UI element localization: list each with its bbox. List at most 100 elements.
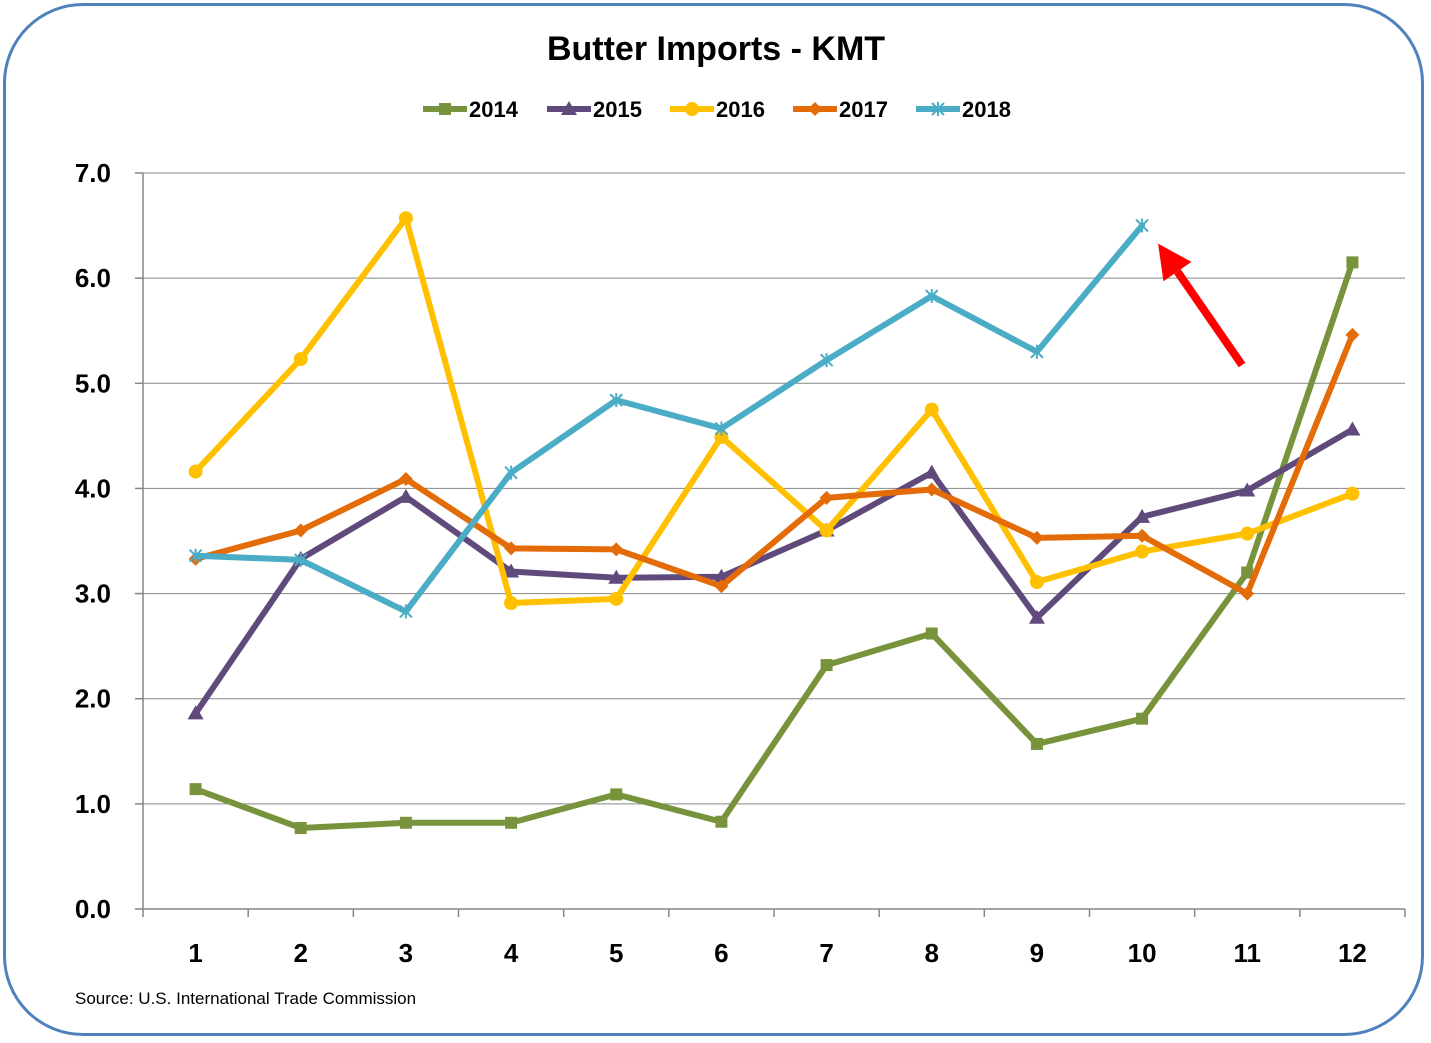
legend-item-2015: 2015 — [547, 97, 642, 122]
data-point — [715, 815, 728, 828]
y-axis: 0.0 1.0 2.0 3.0 4.0 5.0 6.0 7.0 — [75, 158, 144, 924]
data-point — [609, 393, 623, 408]
data-point — [398, 471, 413, 486]
data-point — [187, 705, 204, 720]
y-tick-label: 5.0 — [75, 368, 111, 398]
data-point — [924, 402, 939, 417]
data-point — [1135, 544, 1150, 559]
data-point — [925, 627, 938, 640]
data-point — [293, 352, 308, 367]
arrow-head — [1158, 243, 1192, 282]
chart-frame — [3, 3, 1424, 1036]
data-point — [609, 542, 624, 557]
data-point — [1030, 737, 1043, 750]
data-point — [819, 523, 834, 538]
legend-label: 2018 — [962, 97, 1011, 122]
legend-item-2014: 2014 — [423, 97, 519, 122]
legend-label: 2015 — [593, 97, 642, 122]
series-line-2018 — [192, 222, 1146, 615]
data-point — [608, 569, 625, 584]
legend-item-2018: 2018 — [916, 97, 1011, 122]
arrow-shaft — [1174, 269, 1246, 368]
data-point — [1345, 327, 1360, 342]
legend: 2014 2015 2016 2017 2018 — [423, 97, 1011, 122]
data-point — [504, 465, 518, 480]
data-point — [1239, 482, 1256, 497]
data-point — [294, 822, 307, 835]
data-point — [1345, 486, 1360, 501]
series-layer — [187, 211, 1361, 835]
data-point — [1346, 256, 1359, 269]
grid — [143, 172, 1405, 805]
legend-item-2016: 2016 — [670, 97, 765, 122]
data-point — [819, 490, 834, 505]
series-2016 — [188, 211, 1360, 611]
data-point — [188, 464, 203, 479]
legend-marker — [808, 102, 822, 116]
series-line-2014 — [192, 259, 1356, 832]
data-point — [503, 563, 520, 578]
legend-label: 2017 — [839, 97, 888, 122]
x-tick-label: 7 — [819, 938, 833, 968]
data-point — [1134, 508, 1151, 523]
data-point — [1135, 528, 1150, 543]
data-point — [1240, 526, 1255, 541]
data-point — [609, 591, 624, 606]
data-point — [1030, 344, 1044, 359]
legend-marker — [561, 101, 577, 115]
series-line-2015 — [192, 426, 1356, 717]
data-point — [923, 464, 940, 479]
x-tick-label: 6 — [714, 938, 728, 968]
x-tick-label: 4 — [504, 938, 519, 968]
x-tick-label: 5 — [609, 938, 623, 968]
annotation-arrow — [1158, 243, 1246, 368]
data-point — [1344, 421, 1361, 436]
y-tick-label: 4.0 — [75, 473, 111, 503]
data-point — [714, 579, 729, 594]
data-point — [398, 211, 413, 226]
data-point — [1029, 530, 1044, 545]
y-tick-label: 7.0 — [75, 158, 111, 188]
data-point — [504, 596, 519, 611]
data-point — [1240, 586, 1255, 601]
x-tick-label: 3 — [399, 938, 413, 968]
x-axis: 1 2 3 4 5 6 7 8 9 10 11 12 — [142, 908, 1406, 968]
data-point — [1241, 566, 1254, 579]
data-point — [924, 482, 939, 497]
data-point — [504, 541, 519, 556]
x-tick-label: 12 — [1338, 938, 1367, 968]
x-tick-label: 10 — [1128, 938, 1157, 968]
y-tick-label: 1.0 — [75, 789, 111, 819]
series-2018 — [188, 218, 1149, 619]
data-point — [714, 421, 729, 436]
data-point — [399, 604, 413, 619]
x-tick-label: 9 — [1030, 938, 1044, 968]
legend-label: 2016 — [716, 97, 765, 122]
data-point — [925, 289, 939, 304]
data-point — [399, 816, 412, 829]
data-point — [505, 816, 518, 829]
x-tick-label: 1 — [188, 938, 202, 968]
series-2017 — [188, 327, 1360, 601]
x-tick-label: 8 — [925, 938, 939, 968]
x-tick-label: 11 — [1234, 938, 1262, 968]
y-tick-label: 2.0 — [75, 684, 111, 714]
y-tick-label: 3.0 — [75, 579, 111, 609]
data-point — [1029, 575, 1044, 590]
data-point — [819, 353, 834, 368]
x-tick-label: 2 — [294, 938, 308, 968]
legend-label: 2014 — [469, 97, 519, 122]
legend-marker — [685, 102, 699, 116]
data-point — [188, 548, 203, 563]
data-point — [820, 659, 833, 672]
series-line-2017 — [192, 331, 1356, 597]
legend-marker — [931, 102, 945, 116]
annotation-layer — [1158, 243, 1246, 368]
legend-marker — [439, 103, 451, 115]
data-point — [1135, 218, 1149, 233]
series-2014 — [189, 256, 1359, 835]
source-note: Source: U.S. International Trade Commiss… — [75, 989, 416, 1008]
chart-title: Butter Imports - KMT — [547, 30, 885, 68]
data-point — [189, 783, 202, 796]
